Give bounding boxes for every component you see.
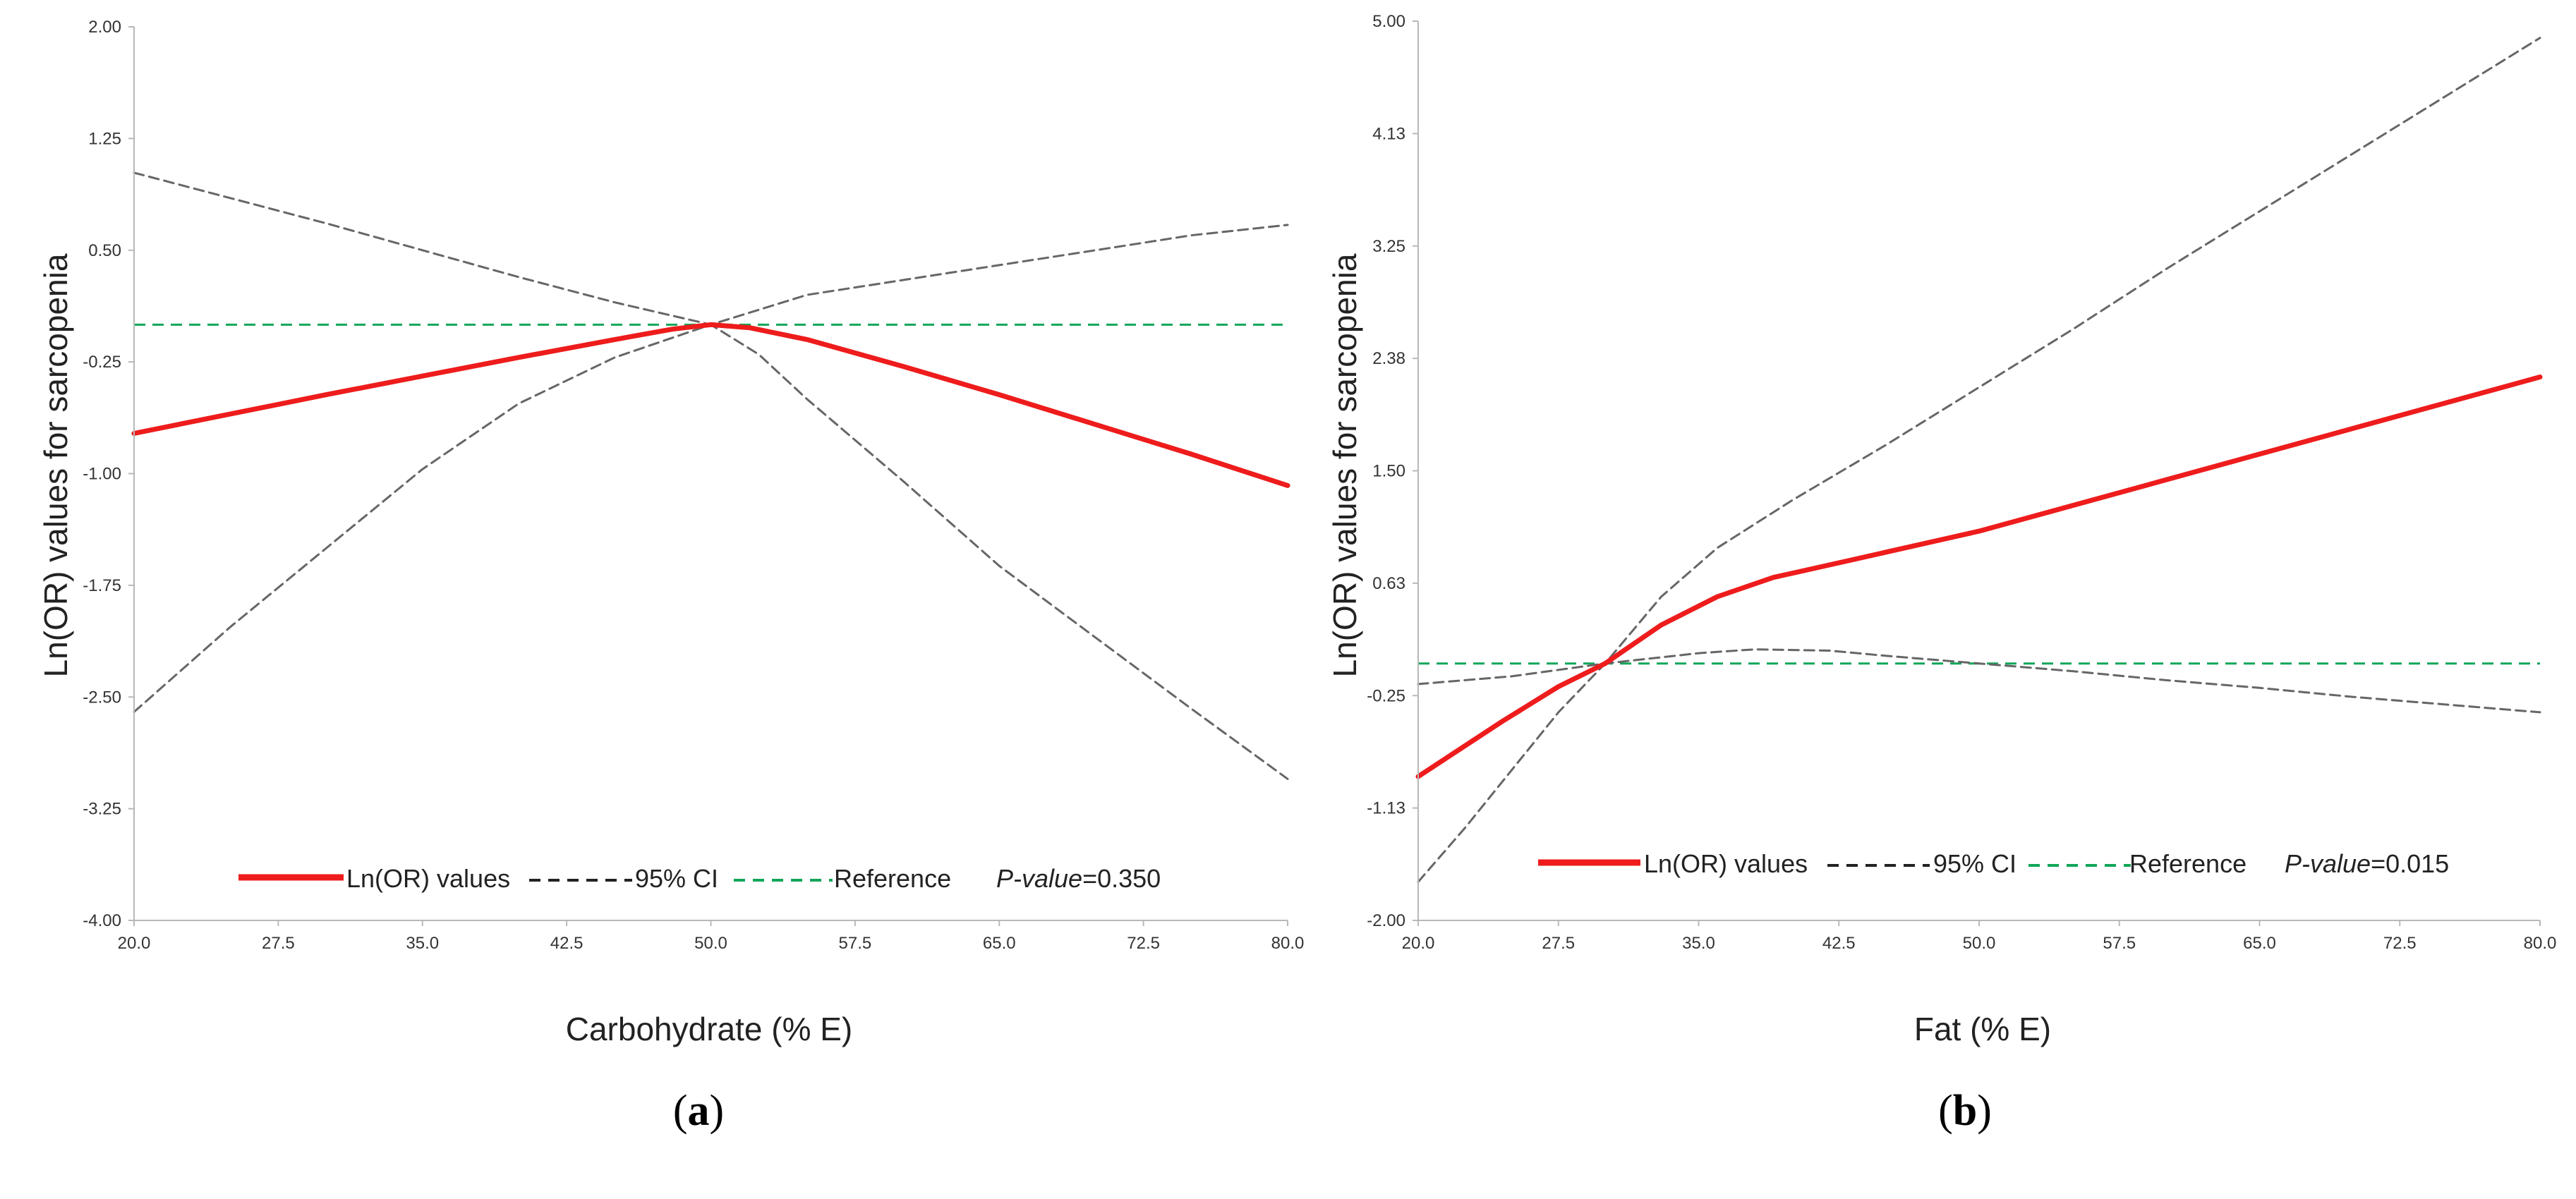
panel-a-y-tick-label: -3.25 xyxy=(83,800,121,819)
panel-a-legend-lnor-label: Ln(OR) values xyxy=(346,864,510,893)
panel-b-x-tick-label: 50.0 xyxy=(1963,934,1996,953)
panel-a-y-tick-label: -4.00 xyxy=(83,911,121,930)
panel-b-legend-reference-label: Reference xyxy=(2129,849,2247,878)
panel-b-x-tick-label: 20.0 xyxy=(1402,934,1435,953)
panel-a-x-tick-label: 27.5 xyxy=(262,934,295,953)
panel-a-x-tick-label: 65.0 xyxy=(983,934,1016,953)
panel-b-label: (b) xyxy=(1938,1087,1992,1135)
panel-b-pvalue: P-value=0.015 xyxy=(2285,849,2449,878)
panel-a-legend-ci-label: 95% CI xyxy=(635,864,718,893)
panel-a-label-open: ( xyxy=(673,1087,688,1135)
panel-a-pvalue: P-value=0.350 xyxy=(996,864,1161,893)
panel-a-y-tick-label: 2.00 xyxy=(88,18,121,37)
panel-a-y-tick-label: -0.25 xyxy=(83,353,121,372)
panel-a-x-axis-title: Carbohydrate (% E) xyxy=(566,1011,853,1047)
panel-b-x-axis-title: Fat (% E) xyxy=(1914,1011,2051,1047)
panel-b-label-letter: b xyxy=(1953,1087,1977,1135)
panel-b-y-tick-label: 2.38 xyxy=(1372,349,1405,368)
panel-b-x-tick-label: 80.0 xyxy=(2524,934,2557,953)
panel-a-y-tick-label: -2.50 xyxy=(83,688,121,707)
panel-b-x-tick-label: 27.5 xyxy=(1542,934,1575,953)
panel-a-series-lnor xyxy=(131,322,1290,488)
panel-b-label-open: ( xyxy=(1938,1087,1953,1135)
panel-b-axes: 20.0 27.5 35.0 42.5 50.0 57.5 65.0 72.5 80.0 5.00… xyxy=(1367,12,2556,953)
panel-a-series-ci-upper xyxy=(133,171,1289,326)
panel-a-x-tick-label: 72.5 xyxy=(1127,934,1160,953)
panel-b-y-tick-label: -0.25 xyxy=(1367,686,1405,705)
panel-b-y-tick-label: -2.00 xyxy=(1367,911,1405,930)
panel-b-pvalue-value: =0.015 xyxy=(2371,849,2449,878)
panel-b-y-tick-label: -1.13 xyxy=(1367,799,1405,818)
panel-a-label-close: ) xyxy=(710,1087,725,1135)
chart-panel-a: 20.0 27.5 35.0 42.5 50.0 57.5 65.0 72.5 80.0 2.00… xyxy=(37,18,1304,1135)
panel-b-y-tick-label: 5.00 xyxy=(1372,12,1405,31)
panel-b-y-tick-label: 0.63 xyxy=(1372,574,1405,593)
panel-a-legend-reference-label: Reference xyxy=(834,864,951,893)
panel-b-x-tick-label: 42.5 xyxy=(1822,934,1856,953)
panel-a-x-tick-label: 35.0 xyxy=(406,934,439,953)
panel-b-legend-lnor-label: Ln(OR) values xyxy=(1644,849,1808,878)
panel-a-legend: Ln(OR) values 95% CI Reference P-value=0… xyxy=(238,864,1161,893)
panel-a-axes: 20.0 27.5 35.0 42.5 50.0 57.5 65.0 72.5 80.0 2.00… xyxy=(83,18,1304,953)
panel-a-label: (a) xyxy=(673,1087,724,1135)
panel-a-series-ci-lower xyxy=(133,323,1289,780)
panel-a-pvalue-value: =0.350 xyxy=(1082,864,1161,893)
panel-a-y-axis-title: Ln(OR) values for sarcopenia xyxy=(37,253,74,677)
panel-b-legend-ci-label: 95% CI xyxy=(1933,849,2016,878)
panel-b-x-tick-label: 65.0 xyxy=(2243,934,2276,953)
panel-a-y-tick-label: 1.25 xyxy=(88,129,121,148)
panel-b-plot-area xyxy=(1415,37,2543,883)
panel-a-x-tick-label: 50.0 xyxy=(694,934,727,953)
panel-b-x-tick-label: 72.5 xyxy=(2383,934,2417,953)
panel-a-x-tick-label: 57.5 xyxy=(839,934,872,953)
panel-a-y-tick-label: -1.00 xyxy=(83,465,121,484)
panel-b-x-tick-label: 35.0 xyxy=(1682,934,1715,953)
panel-b-x-tick-label: 57.5 xyxy=(2103,934,2136,953)
panel-a-y-tick-label: -1.75 xyxy=(83,576,121,595)
chart-panel-b: 20.0 27.5 35.0 42.5 50.0 57.5 65.0 72.5 80.0 5.00… xyxy=(1326,12,2556,1135)
panel-a-x-tick-label: 20.0 xyxy=(118,934,151,953)
panel-b-y-tick-label: 4.13 xyxy=(1372,124,1405,143)
panel-a-label-letter: a xyxy=(688,1087,710,1135)
panel-a-plot-area xyxy=(131,171,1290,780)
panel-b-series-ci-upper xyxy=(1417,37,2541,883)
panel-b-pvalue-label: P-value xyxy=(2285,849,2371,878)
panel-b-legend: Ln(OR) values 95% CI Reference P-value=0… xyxy=(1538,849,2449,878)
panel-a-x-tick-label: 80.0 xyxy=(1271,934,1305,953)
panel-a-pvalue-label: P-value xyxy=(996,864,1082,893)
panel-b-y-axis-title: Ln(OR) values for sarcopenia xyxy=(1326,253,1363,677)
panel-b-y-tick-label: 1.50 xyxy=(1372,462,1405,481)
panel-b-series-lnor xyxy=(1415,375,2543,779)
panel-b-series-ci-lower xyxy=(1417,648,2541,714)
panel-a-x-tick-label: 42.5 xyxy=(550,934,583,953)
panel-a-y-tick-label: 0.50 xyxy=(88,241,121,260)
panel-b-label-close: ) xyxy=(1977,1087,1992,1135)
panel-b-y-tick-label: 3.25 xyxy=(1372,237,1405,256)
